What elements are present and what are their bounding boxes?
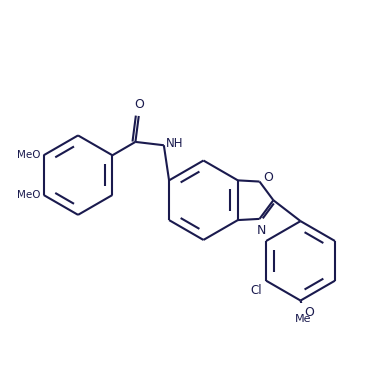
- Text: O: O: [263, 171, 273, 184]
- Text: MeO: MeO: [17, 150, 40, 160]
- Text: NH: NH: [166, 137, 184, 150]
- Text: Cl: Cl: [251, 284, 262, 297]
- Text: O: O: [304, 306, 314, 319]
- Text: O: O: [134, 98, 144, 110]
- Text: MeO: MeO: [17, 190, 40, 200]
- Text: N: N: [257, 224, 266, 237]
- Text: Me: Me: [295, 314, 311, 324]
